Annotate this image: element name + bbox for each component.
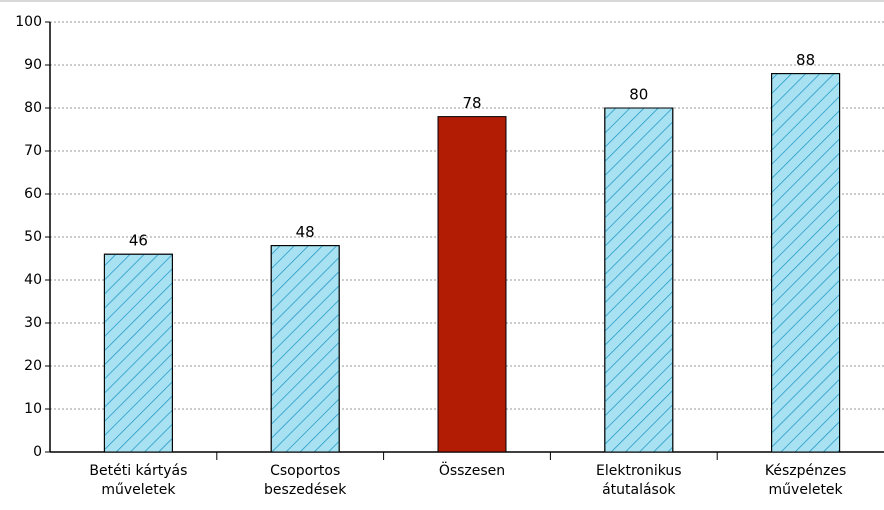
value-label: 80 xyxy=(629,86,648,104)
bar-hatch xyxy=(270,245,340,453)
y-tick-label: 20 xyxy=(24,358,42,374)
y-tick-label: 90 xyxy=(24,57,42,73)
y-tick-label: 100 xyxy=(15,14,42,30)
bar-hatch xyxy=(103,253,173,453)
x-tick-label: Csoportos beszedések xyxy=(264,463,347,498)
x-tick-label: Készpénzes műveletek xyxy=(764,463,847,498)
y-tick-label: 10 xyxy=(24,401,42,417)
bar-hatch xyxy=(771,73,841,453)
x-tick-label: Összesen xyxy=(438,463,506,479)
value-label: 88 xyxy=(796,51,815,69)
x-tick-label: Betéti kártyás műveletek xyxy=(89,463,188,498)
y-tick-label: 0 xyxy=(33,444,42,460)
y-tick-label: 40 xyxy=(24,272,42,288)
value-label: 46 xyxy=(129,232,148,250)
bar-hatch xyxy=(604,107,674,453)
y-tick-label: 70 xyxy=(24,143,42,159)
y-tick-label: 50 xyxy=(24,229,42,245)
value-label: 78 xyxy=(462,94,481,112)
y-tick-label: 30 xyxy=(24,315,42,331)
value-label: 48 xyxy=(296,223,315,241)
bar xyxy=(437,116,507,453)
y-tick-label: 60 xyxy=(24,186,42,202)
x-tick-label: Elektronikus átutalások xyxy=(596,463,682,498)
y-tick-label: 80 xyxy=(24,100,42,116)
